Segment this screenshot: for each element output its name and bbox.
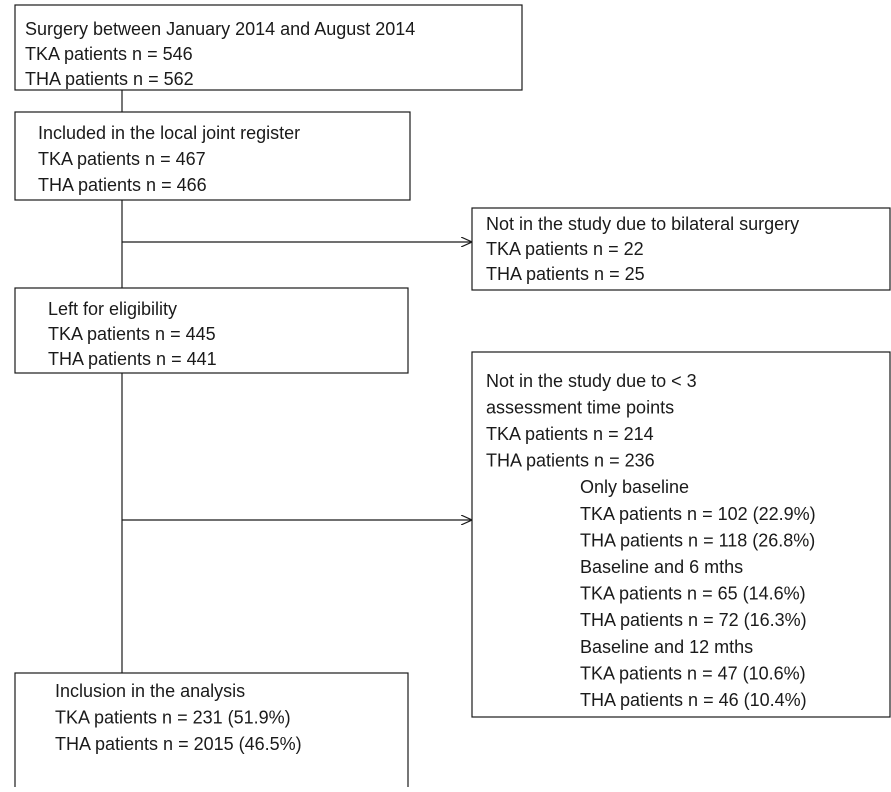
node-box (14, 111, 411, 201)
node-text: THA patients n = 441 (48, 349, 217, 369)
node-detail: THA patients n = 72 (16.3%) (580, 610, 807, 630)
node-text: TKA patients n = 467 (38, 149, 206, 169)
node-text: Not in the study due to < 3 (486, 371, 697, 391)
node-text: THA patients n = 2015 (46.5%) (55, 734, 302, 754)
node-text: THA patients n = 236 (486, 451, 655, 471)
node-text: Left for eligibility (48, 299, 177, 319)
node-text: Surgery between January 2014 and August … (25, 19, 415, 39)
node-detail: Only baseline (580, 477, 689, 497)
node-text: TKA patients n = 546 (25, 44, 193, 64)
node-detail: Baseline and 6 mths (580, 557, 743, 577)
node-box (471, 351, 891, 718)
node-detail: TKA patients n = 102 (22.9%) (580, 504, 816, 524)
node-detail: TKA patients n = 47 (10.6%) (580, 663, 806, 683)
node-text: THA patients n = 466 (38, 175, 207, 195)
node-detail: THA patients n = 46 (10.4%) (580, 690, 807, 710)
node-text: assessment time points (486, 397, 674, 417)
node-text: TKA patients n = 214 (486, 424, 654, 444)
node-box (471, 207, 891, 291)
node-text: THA patients n = 25 (486, 264, 645, 284)
node-text: Inclusion in the analysis (55, 681, 245, 701)
node-text: Included in the local joint register (38, 123, 300, 143)
node-text: THA patients n = 562 (25, 69, 194, 89)
node-box (14, 4, 523, 91)
node-detail: Baseline and 12 mths (580, 637, 753, 657)
node-text: TKA patients n = 231 (51.9%) (55, 707, 291, 727)
node-detail: THA patients n = 118 (26.8%) (580, 530, 815, 550)
node-text: TKA patients n = 22 (486, 239, 644, 259)
node-text: TKA patients n = 445 (48, 324, 216, 344)
node-text: Not in the study due to bilateral surger… (486, 214, 799, 234)
node-detail: TKA patients n = 65 (14.6%) (580, 584, 806, 604)
node-box (14, 287, 409, 374)
node-box (14, 672, 409, 792)
